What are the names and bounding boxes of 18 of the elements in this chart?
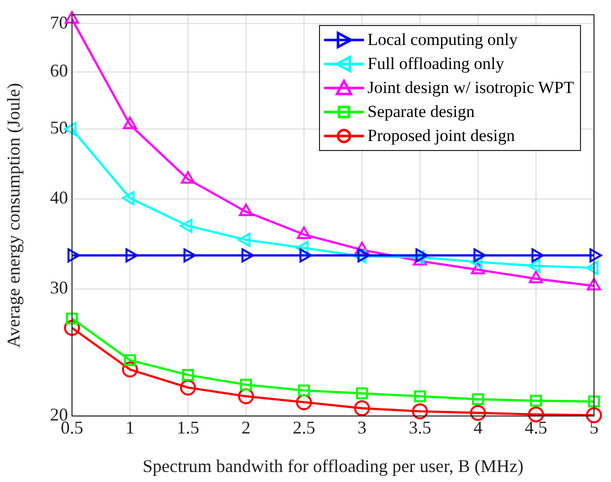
x-tick-label: 4.5	[524, 418, 548, 438]
x-tick-label: 4	[474, 418, 482, 438]
x-tick-label: 1.5	[176, 418, 200, 438]
x-tick-label: 2	[242, 418, 250, 438]
y-tick-label: 60	[50, 60, 68, 81]
y-tick-label: 30	[50, 278, 68, 298]
legend-label: Separate design	[367, 101, 475, 123]
legend-label: Full offloading only	[367, 53, 504, 75]
legend-label: Proposed joint design	[367, 125, 515, 147]
legend-label: Local computing only	[367, 29, 518, 51]
legend-label: Joint design w/ isotropic WPT	[367, 77, 574, 99]
x-tick-label: 3	[358, 418, 366, 438]
y-tick-label: 40	[50, 188, 68, 208]
x-axis-title: Spectrum bandwith for offloading per user, B (MHz)	[142, 456, 524, 476]
x-tick-label: 2.5	[292, 418, 316, 438]
y-axis-title: Average energy consumption (Joule)	[4, 83, 24, 348]
x-tick-label: 3.5	[408, 418, 432, 438]
x-tick-label: 1	[126, 418, 134, 438]
